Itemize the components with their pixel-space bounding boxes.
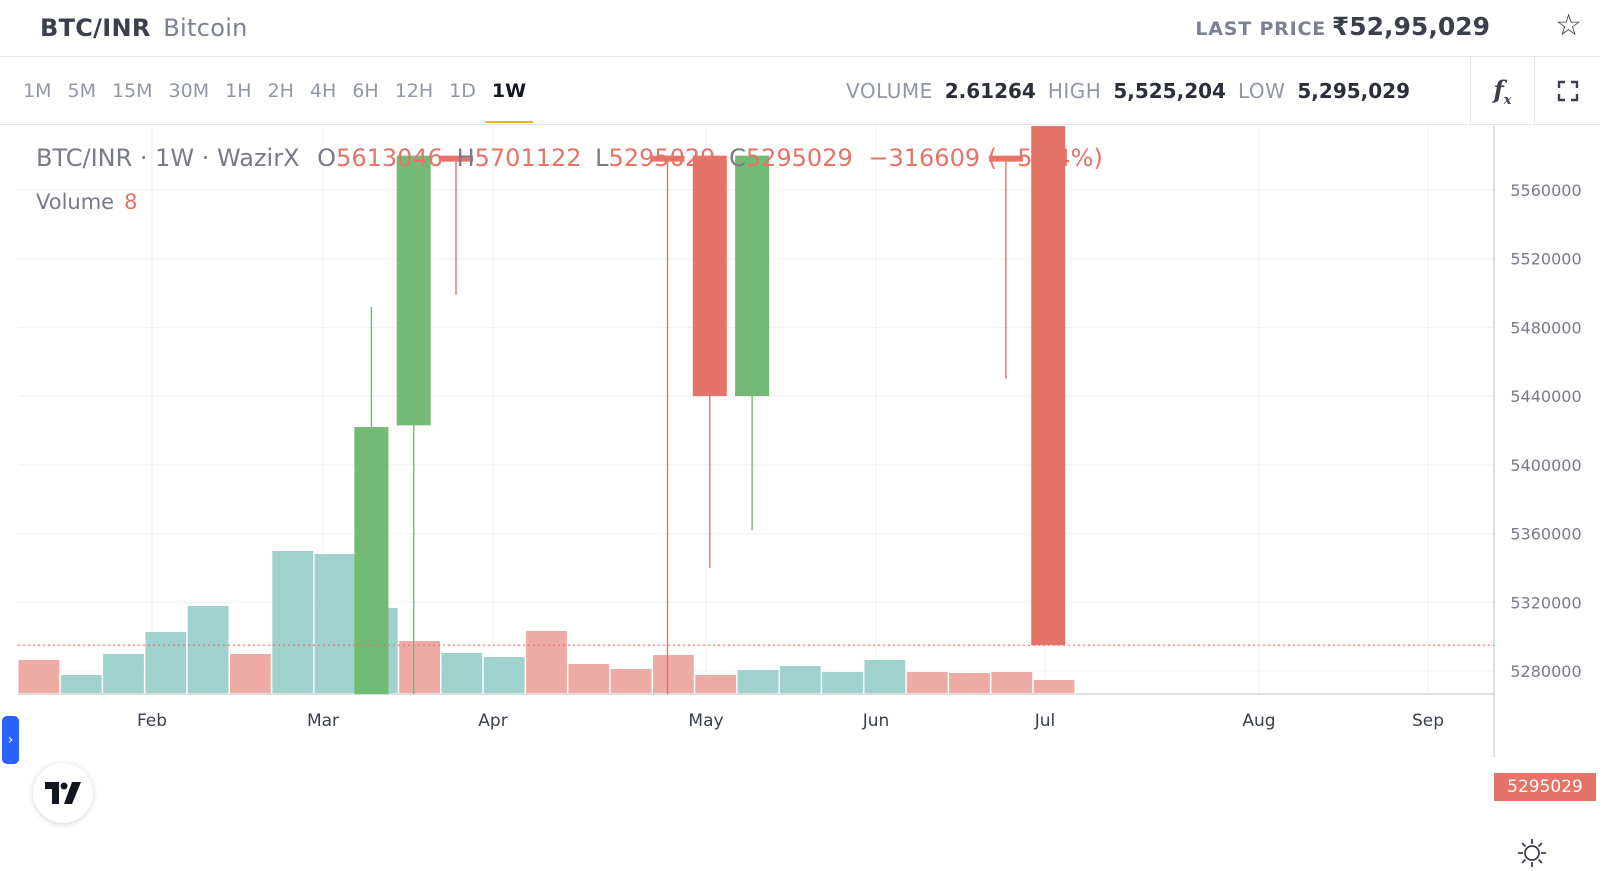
volume-bar [399, 641, 440, 693]
volume-bar [103, 654, 144, 693]
interval-tab-1m[interactable]: 1M [23, 80, 52, 102]
y-tick-label: 5560000 [1510, 181, 1581, 200]
interval-tab-15m[interactable]: 15M [111, 80, 153, 102]
interval-selector: 1M 5M 15M 30M 1H 2H 4H 6H 12H 1D 1W [15, 57, 534, 125]
volume-bar [1033, 680, 1075, 693]
volume-legend-value: 8 [124, 190, 138, 214]
y-tick-label: 5320000 [1510, 593, 1581, 612]
volume-bar [18, 660, 60, 693]
fullscreen-icon [1557, 80, 1578, 102]
low-label: LOW [1237, 79, 1286, 103]
chevron-right-icon: › [7, 732, 14, 748]
interval-tab-4h[interactable]: 4H [309, 80, 337, 102]
y-tick-label: 5520000 [1510, 250, 1581, 269]
volume-bar [187, 606, 229, 693]
last-price-label: LAST PRICE [1195, 18, 1326, 40]
volume-bar [822, 672, 863, 693]
high-value: 5,525,204 [1113, 79, 1226, 103]
volume-bar [779, 666, 821, 693]
volume-value: 2.61264 [944, 79, 1036, 103]
volume-bar [272, 551, 314, 693]
x-tick-label: Mar [307, 711, 339, 731]
volume-bar [610, 669, 652, 693]
interval-tab-1w[interactable]: 1W [484, 57, 534, 125]
high-label: HIGH [1047, 79, 1102, 103]
volume-bar [568, 664, 610, 693]
interval-tab-30m[interactable]: 30M [168, 80, 210, 102]
volume-bar [441, 653, 483, 693]
interval-tab-1d[interactable]: 1D [449, 80, 476, 102]
volume-bar [314, 554, 356, 693]
volume-bar [483, 657, 525, 693]
chart-toolbar: 1M 5M 15M 30M 1H 2H 4H 6H 12H 1D 1W VOLUME 2.61264 H… [0, 57, 1600, 125]
x-tick-label: Sep [1412, 711, 1444, 731]
interval-tab-1h[interactable]: 1H [225, 80, 252, 102]
interval-tab-2h[interactable]: 2H [267, 80, 294, 102]
volume-legend-label: Volume [36, 190, 115, 214]
side-panel-toggle[interactable]: › [2, 716, 19, 764]
x-tick-label: Jun [862, 711, 890, 731]
volume-bar [60, 675, 102, 693]
candle-body [735, 155, 770, 397]
low-value: 5,295,029 [1297, 79, 1410, 103]
interval-tab-5m[interactable]: 5M [67, 80, 96, 102]
candle-body [988, 155, 1023, 162]
y-tick-label: 5400000 [1510, 456, 1581, 475]
x-tick-label: May [688, 711, 723, 731]
pair-symbol: BTC/INR [40, 14, 151, 42]
price-chart[interactable]: 5280000 5320000 5360000 5400000 5440000 54800… [0, 126, 1600, 867]
volume-bar [653, 655, 694, 693]
current-price-tag: 5295029 [1494, 773, 1596, 801]
pair-name: Bitcoin [163, 14, 248, 42]
indicators-fx-button[interactable]: fx [1470, 57, 1534, 125]
candle-body [692, 155, 727, 397]
pair-title: BTC/INR Bitcoin [40, 14, 248, 42]
volume-bar [864, 660, 906, 693]
fullscreen-button[interactable] [1534, 57, 1600, 125]
y-tick-label: 5360000 [1510, 525, 1581, 544]
candle-body [439, 155, 473, 162]
candle-body [354, 427, 389, 694]
tradingview-logo-icon [45, 782, 81, 804]
header-bar: BTC/INR Bitcoin LAST PRICE ₹52,95,029 ☆ [0, 0, 1600, 57]
volume-bar [526, 631, 567, 693]
interval-tab-12h[interactable]: 12H [394, 80, 434, 102]
last-price-value: ₹52,95,029 [1331, 12, 1490, 41]
volume-bar [737, 670, 779, 693]
volume-bar [695, 675, 737, 693]
x-tick-label: Feb [137, 711, 167, 731]
volume-legend: Volume 8 [36, 190, 137, 214]
market-stats: VOLUME 2.61264 HIGH 5,525,204 LOW 5,295,029 [846, 57, 1422, 125]
interval-tab-6h[interactable]: 6H [352, 80, 379, 102]
volume-bar [906, 672, 948, 693]
candle-body [1031, 126, 1066, 646]
x-tick-label: Aug [1242, 711, 1275, 731]
fx-icon: fx [1493, 74, 1512, 108]
y-tick-label: 5440000 [1510, 387, 1581, 406]
y-tick-label: 5480000 [1510, 318, 1581, 337]
chart-settings-icon[interactable] [1514, 835, 1550, 871]
volume-bar [145, 632, 187, 693]
candle-body [396, 155, 431, 426]
favorite-star-icon[interactable]: ☆ [1555, 8, 1582, 43]
volume-bar [949, 673, 990, 693]
volume-bar [991, 672, 1033, 693]
x-tick-label: Apr [478, 711, 507, 731]
x-tick-label: Jul [1034, 711, 1056, 731]
candlestick-chart[interactable]: 5280000 5320000 5360000 5400000 5440000 54800… [0, 126, 1600, 757]
y-tick-label: 5280000 [1510, 662, 1581, 681]
candle-body [650, 155, 685, 162]
volume-label: VOLUME [846, 79, 933, 103]
volume-bar [230, 654, 271, 693]
tradingview-logo[interactable] [33, 763, 93, 823]
